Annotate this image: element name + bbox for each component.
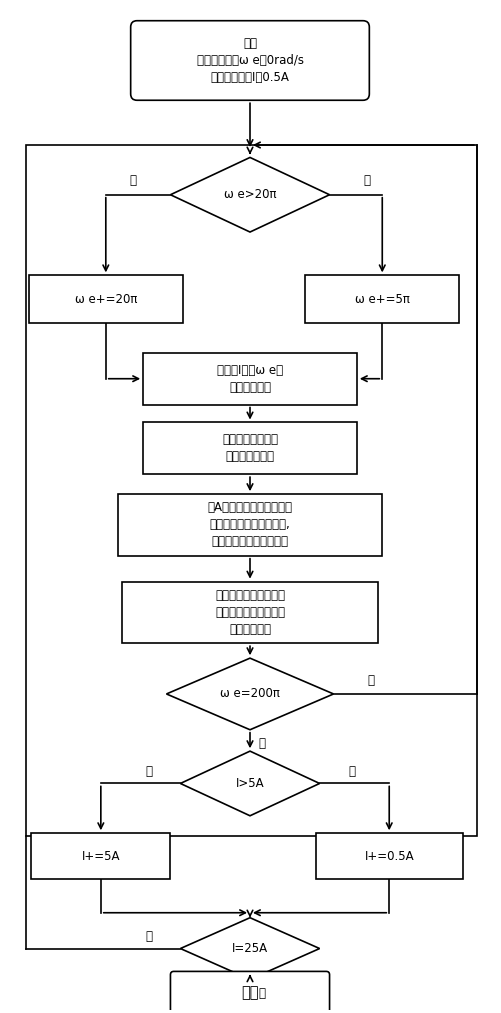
Bar: [122, 581, 378, 643]
Text: ω e=200π: ω e=200π: [220, 688, 280, 700]
Polygon shape: [180, 751, 320, 815]
Bar: [143, 422, 357, 474]
Text: ω e>20π: ω e>20π: [224, 188, 276, 202]
Text: I+=5A: I+=5A: [82, 850, 120, 862]
FancyBboxPatch shape: [131, 20, 369, 100]
Polygon shape: [166, 658, 334, 729]
Text: 是: 是: [145, 765, 152, 778]
Bar: [316, 833, 463, 879]
Bar: [305, 276, 459, 323]
Text: 将A相补偿值分别乘以对应
次谐波并累加至一个周期,
得到相应谐波分量的系数: 将A相补偿值分别乘以对应 次谐波并累加至一个周期, 得到相应谐波分量的系数: [207, 501, 293, 548]
Bar: [31, 833, 170, 879]
Text: 否: 否: [364, 174, 371, 187]
Polygon shape: [170, 157, 330, 232]
Text: ω e+=5π: ω e+=5π: [355, 293, 410, 306]
Text: 以当前I值与ω e值
注入旋转电流: 以当前I值与ω e值 注入旋转电流: [217, 364, 283, 394]
Text: 开始
令初始角速度ω e为0rad/s
初始电流幅值I为0.5A: 开始 令初始角速度ω e为0rad/s 初始电流幅值I为0.5A: [196, 37, 304, 84]
Text: 将补偿值折算至三
相固定坐标系下: 将补偿值折算至三 相固定坐标系下: [222, 434, 278, 463]
Text: 以计算出的各谐波分量
系数作为相应工作点内
容填入查询表: 以计算出的各谐波分量 系数作为相应工作点内 容填入查询表: [215, 589, 285, 636]
Text: I>5A: I>5A: [235, 777, 265, 790]
Bar: [29, 276, 183, 323]
Text: 否: 否: [368, 674, 375, 687]
Text: 是: 是: [259, 737, 266, 751]
Text: ω e+=20π: ω e+=20π: [75, 293, 137, 306]
Text: 否: 否: [348, 765, 355, 778]
Polygon shape: [180, 918, 320, 980]
Bar: [118, 494, 382, 556]
Text: 是: 是: [259, 987, 266, 1000]
FancyBboxPatch shape: [170, 971, 330, 1013]
Text: 是: 是: [129, 174, 136, 187]
Bar: [26, 145, 477, 836]
Text: 结束: 结束: [241, 985, 259, 1000]
Text: 否: 否: [145, 930, 152, 943]
Text: I=25A: I=25A: [232, 942, 268, 955]
Bar: [143, 353, 357, 404]
Text: I+=0.5A: I+=0.5A: [364, 850, 414, 862]
